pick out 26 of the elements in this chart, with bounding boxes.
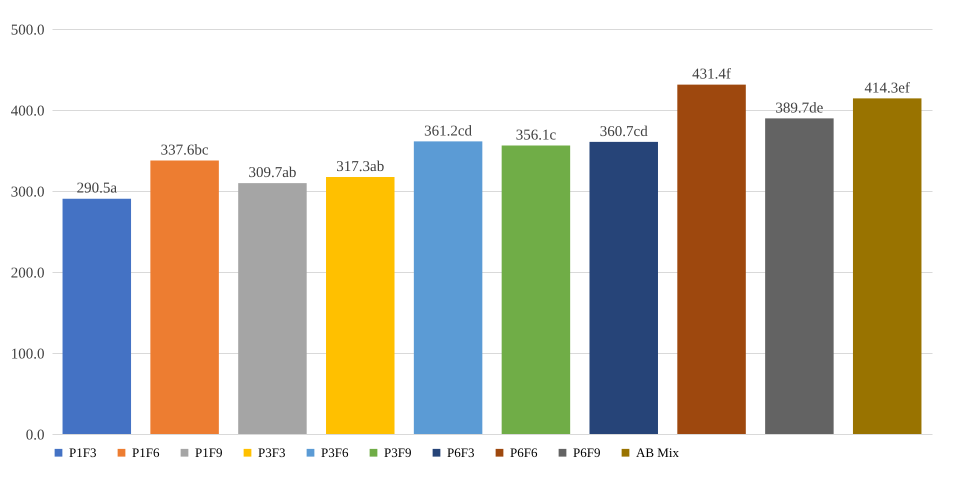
legend-label: P3F9 bbox=[384, 444, 412, 460]
data-label: 431.4f bbox=[692, 66, 731, 83]
data-label: 337.6bc bbox=[160, 142, 209, 159]
legend-label: P3F3 bbox=[258, 444, 286, 460]
data-label: 356.1c bbox=[516, 128, 556, 144]
y-tick-label: 300.0 bbox=[10, 184, 44, 200]
data-label: 290.5a bbox=[76, 180, 118, 197]
legend-label: P1F9 bbox=[195, 444, 222, 460]
data-label: 360.7cd bbox=[600, 124, 648, 140]
legend-label: P1F3 bbox=[69, 444, 96, 460]
data-label: 414.3ef bbox=[864, 80, 910, 96]
legend-label: P6F6 bbox=[510, 444, 538, 460]
y-tick-label: 100.0 bbox=[10, 346, 44, 362]
y-tick-label: 0.0 bbox=[26, 428, 44, 444]
data-label: 361.2cd bbox=[424, 123, 473, 140]
legend-label: AB Mix bbox=[636, 444, 680, 460]
legend-label: P3F6 bbox=[321, 444, 349, 460]
y-tick-label: 400.0 bbox=[10, 104, 44, 120]
y-tick-label: 500.0 bbox=[10, 22, 44, 38]
y-tick-label: 200.0 bbox=[10, 266, 44, 282]
data-label: 309.7ab bbox=[248, 165, 296, 182]
legend-label: P6F9 bbox=[573, 444, 600, 460]
legend-label: P6F3 bbox=[447, 444, 474, 460]
data-label: 317.3ab bbox=[336, 158, 384, 175]
legend-label: P1F6 bbox=[132, 444, 160, 460]
data-label: 389.7de bbox=[775, 100, 824, 116]
